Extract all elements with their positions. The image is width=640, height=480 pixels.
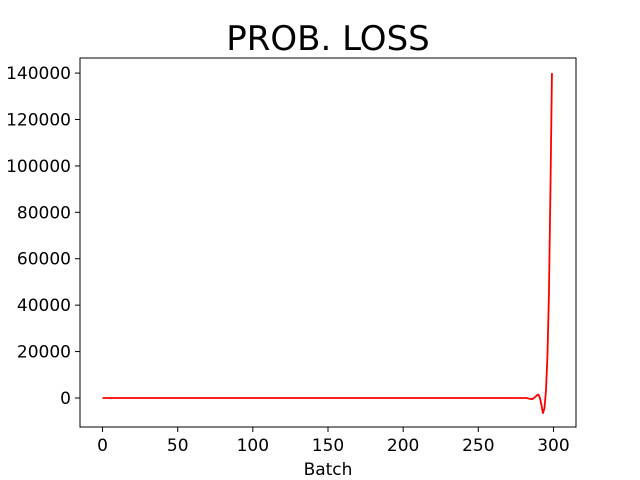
y-tick-label: 100000: [6, 157, 71, 177]
x-tick-label: 50: [167, 436, 189, 456]
plot-area: [102, 73, 553, 414]
x-tick-label: 0: [97, 436, 108, 456]
y-tick-label: 80000: [17, 203, 71, 223]
y-tick-label: 60000: [17, 250, 71, 270]
x-axis-label: Batch: [304, 460, 353, 480]
y-tick-label: 120000: [6, 111, 71, 131]
axes-frame: [79, 57, 577, 428]
series-line-0: [102, 73, 553, 414]
x-tick-label: 300: [537, 436, 569, 456]
x-axis-ticks: 0 50 100 150 200 250 300: [97, 427, 570, 456]
y-tick-label: 20000: [17, 343, 71, 363]
y-tick-label: 0: [60, 389, 71, 409]
x-tick-label: 200: [387, 436, 419, 456]
y-tick-label: 40000: [17, 296, 71, 316]
x-tick-label: 150: [312, 436, 344, 456]
chart-title: PROB. LOSS: [226, 19, 430, 59]
x-tick-label: 250: [462, 436, 494, 456]
y-axis-ticks: 0 20000 40000 60000 80000 100000 120000 140000: [6, 64, 80, 409]
y-tick-label: 140000: [6, 64, 71, 84]
x-tick-label: 100: [237, 436, 269, 456]
